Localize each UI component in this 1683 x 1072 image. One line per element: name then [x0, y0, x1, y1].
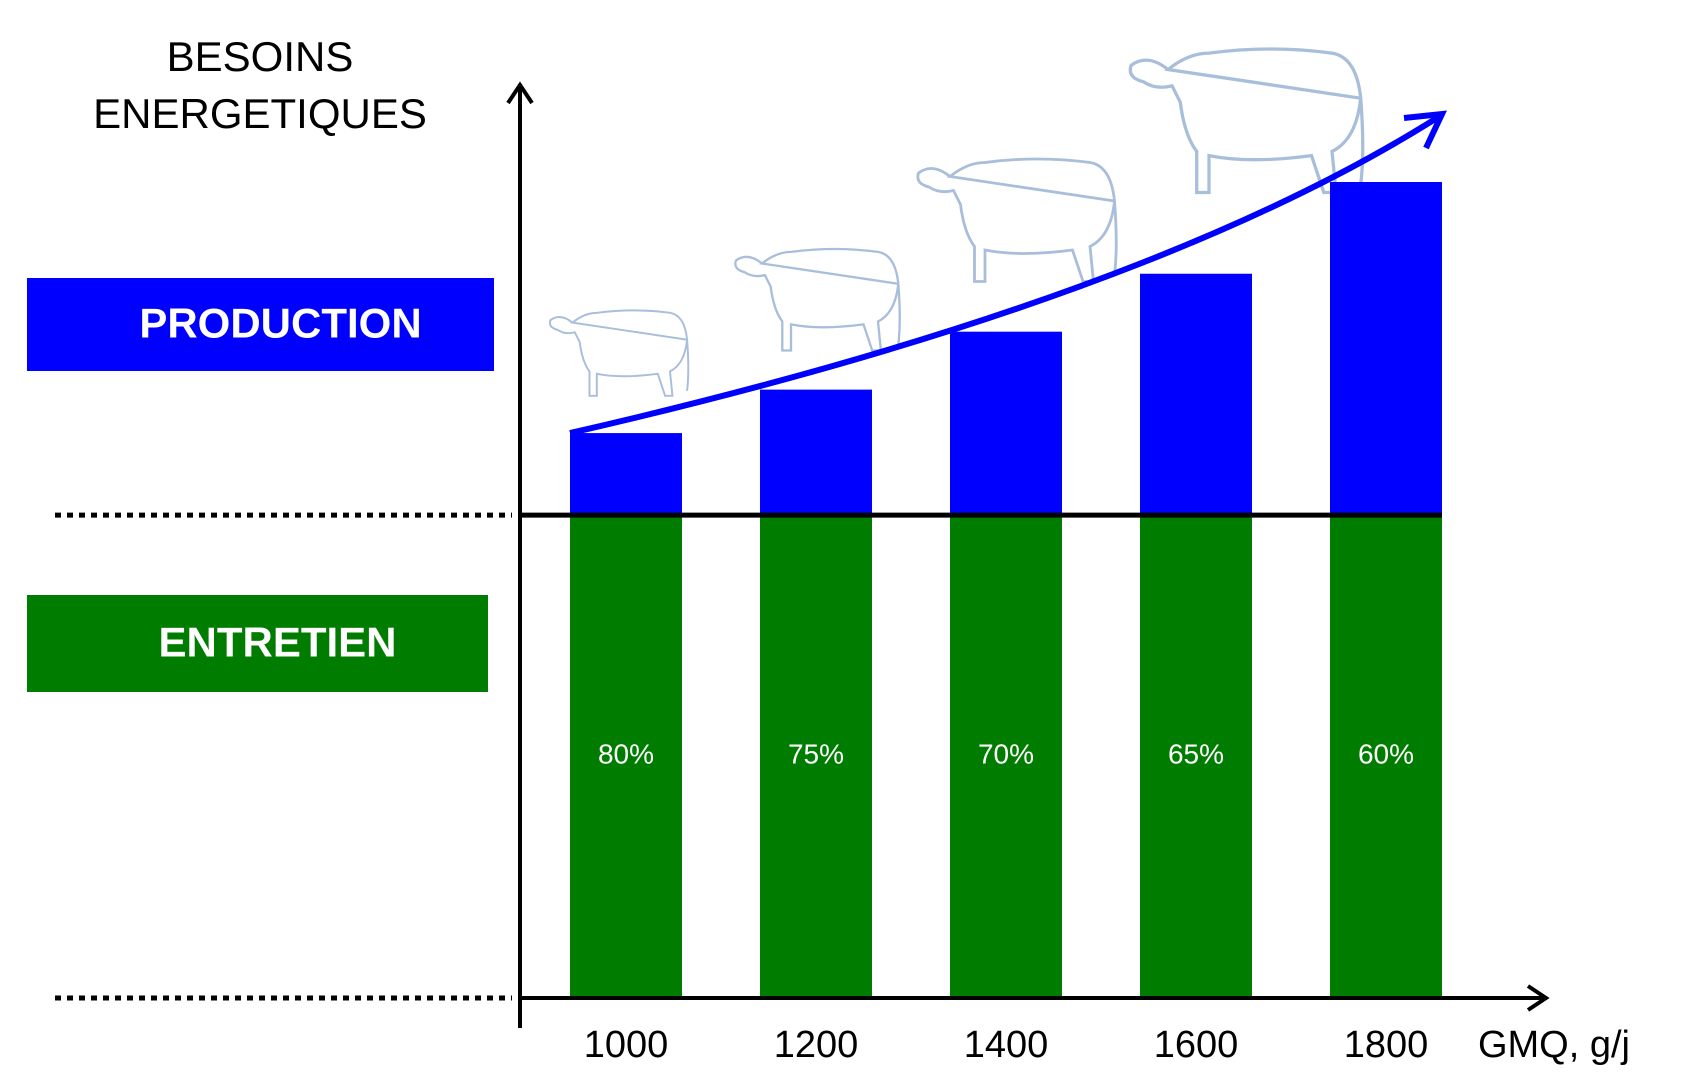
share-label: 80%: [598, 738, 654, 769]
cow-icon: [734, 247, 901, 352]
x-axis-title: GMQ, g/j: [1478, 1024, 1630, 1066]
x-tick-label: 1800: [1344, 1024, 1429, 1066]
y-axis: [506, 81, 534, 1028]
bar-segment: [1330, 515, 1442, 998]
share-label: 75%: [788, 738, 844, 769]
x-tick-label: 1000: [584, 1024, 669, 1066]
cow-icon: [916, 157, 1118, 283]
cow-icon: [1128, 47, 1365, 195]
x-tick-label: 1600: [1154, 1024, 1239, 1066]
trend-arrow: [569, 113, 1442, 437]
bar-segment: [760, 515, 872, 998]
bar-segment: [1330, 182, 1442, 516]
bar-segment: [570, 515, 682, 998]
cow-icon: [548, 309, 690, 397]
share-label: 65%: [1168, 738, 1224, 769]
y-axis-title: BESOINS ENERGETIQUES: [93, 33, 427, 137]
legend-label: PRODUCTION: [139, 300, 421, 347]
legend-box: [27, 595, 488, 692]
share-label: 60%: [1358, 738, 1414, 769]
x-axis: [520, 984, 1550, 1012]
bar-segment: [570, 433, 682, 516]
bar-segment: [1140, 273, 1252, 516]
legend-box: [27, 278, 494, 371]
bar-segment: [950, 515, 1062, 998]
x-tick-label: 1200: [774, 1024, 859, 1066]
legend-label: ENTRETIEN: [158, 619, 396, 666]
share-label: 70%: [978, 738, 1034, 769]
x-tick-label: 1400: [964, 1024, 1049, 1066]
bar-segment: [950, 331, 1062, 516]
bar-segment: [1140, 515, 1252, 998]
trend-arrowhead: [1403, 110, 1447, 150]
bar-segment: [760, 389, 872, 516]
